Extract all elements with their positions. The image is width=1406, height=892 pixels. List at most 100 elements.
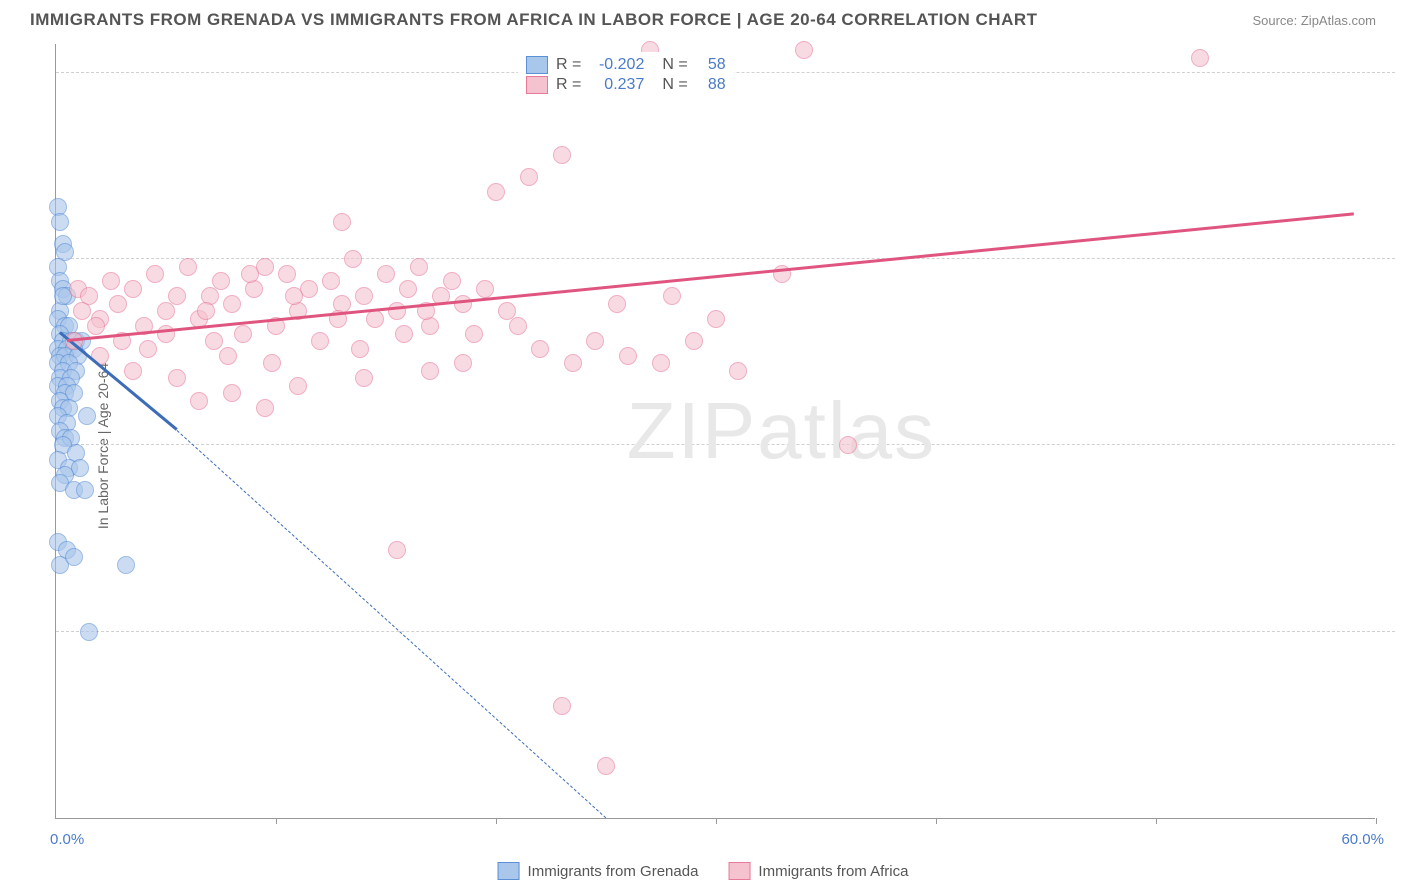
scatter-point [388,541,406,559]
scatter-point [124,280,142,298]
scatter-point [205,332,223,350]
x-tick [496,818,497,824]
scatter-point [190,392,208,410]
scatter-point [399,280,417,298]
scatter-point [531,340,549,358]
scatter-point [476,280,494,298]
scatter-point [168,369,186,387]
scatter-point [263,354,281,372]
scatter-point [487,183,505,201]
x-tick [276,818,277,824]
scatter-point [223,384,241,402]
scatter-point [597,757,615,775]
r-value: 0.237 [589,76,644,94]
scatter-point [344,250,362,268]
legend-swatch [526,56,548,74]
scatter-point [366,310,384,328]
n-value: 88 [696,76,726,94]
scatter-point [355,287,373,305]
bottom-legend: Immigrants from Grenada Immigrants from … [498,862,909,880]
scatter-point [465,325,483,343]
scatter-point [117,556,135,574]
gridline [56,444,1395,445]
stats-legend-row: R = 0.237 N = 88 [526,76,726,94]
scatter-point [311,332,329,350]
legend-item-africa: Immigrants from Africa [728,862,908,880]
r-label: R = [556,56,581,74]
scatter-point [652,354,670,372]
scatter-point [223,295,241,313]
x-axis-max-label: 60.0% [1341,831,1384,848]
x-tick [716,818,717,824]
scatter-point [65,548,83,566]
scatter-point [168,287,186,305]
correlation-chart: ZIPatlas 62.5%87.5%R =-0.202N =58R =0.23… [55,44,1375,819]
scatter-point [124,362,142,380]
n-value: 58 [696,56,726,74]
scatter-point [278,265,296,283]
scatter-point [553,146,571,164]
scatter-point [73,302,91,320]
scatter-point [839,436,857,454]
stats-legend-row: R = -0.202 N = 58 [526,56,726,74]
y-tick-label: 62.5% [1385,623,1406,640]
legend-swatch [498,862,520,880]
scatter-point [289,377,307,395]
scatter-point [1191,49,1209,67]
n-label: N = [662,76,687,94]
scatter-point [234,325,252,343]
scatter-point [454,354,472,372]
scatter-point [109,295,127,313]
scatter-point [197,302,215,320]
scatter-point [377,265,395,283]
scatter-point [685,332,703,350]
scatter-point [300,280,318,298]
scatter-point [520,168,538,186]
scatter-point [322,272,340,290]
scatter-point [454,295,472,313]
scatter-point [498,302,516,320]
gridline [56,258,1395,259]
scatter-point [87,317,105,335]
x-axis-min-label: 0.0% [50,831,84,848]
scatter-point [157,302,175,320]
r-label: R = [556,76,581,94]
scatter-point [76,481,94,499]
scatter-point [608,295,626,313]
scatter-point [333,213,351,231]
scatter-point [355,369,373,387]
scatter-point [795,41,813,59]
scatter-point [421,362,439,380]
y-tick-label: 87.5% [1385,251,1406,268]
legend-label: Immigrants from Africa [758,863,908,880]
scatter-point [71,459,89,477]
scatter-point [102,272,120,290]
chart-title: IMMIGRANTS FROM GRENADA VS IMMIGRANTS FR… [30,10,1038,30]
scatter-point [586,332,604,350]
x-tick [936,818,937,824]
scatter-point [219,347,237,365]
scatter-point [157,325,175,343]
n-label: N = [662,56,687,74]
scatter-point [509,317,527,335]
r-value: -0.202 [589,56,644,74]
trend-line-extrapolated [177,430,607,818]
watermark: ZIPatlas [627,385,936,477]
scatter-point [395,325,413,343]
scatter-point [51,213,69,231]
stats-legend: R = -0.202 N = 58 R = 0.237 N = 88 [518,52,734,98]
scatter-point [256,258,274,276]
scatter-point [179,258,197,276]
scatter-point [256,399,274,417]
scatter-point [241,265,259,283]
scatter-point [351,340,369,358]
scatter-point [139,340,157,358]
scatter-point [80,623,98,641]
scatter-point [285,287,303,305]
scatter-point [146,265,164,283]
x-tick [1156,818,1157,824]
scatter-point [553,697,571,715]
scatter-point [663,287,681,305]
scatter-point [212,272,230,290]
scatter-point [443,272,461,290]
